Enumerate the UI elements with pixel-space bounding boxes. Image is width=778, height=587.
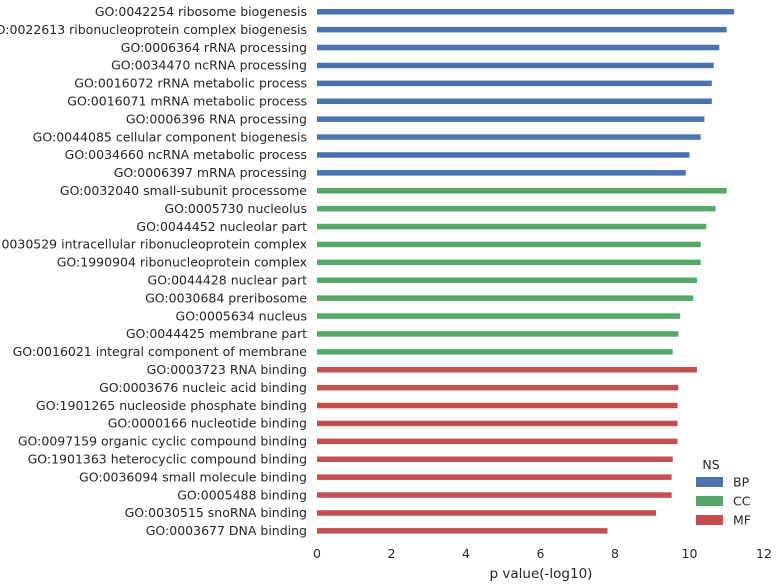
bar-27	[317, 474, 672, 480]
x-axis-label: p value(-log10)	[490, 566, 593, 582]
category-label-6: GO:0016071 mRNA metabolic process	[67, 94, 307, 109]
bar-26	[317, 456, 673, 462]
x-tick-label-2: 2	[388, 546, 396, 561]
category-label-12: GO:0005730 nucleolus	[164, 201, 307, 216]
bar-28	[317, 492, 672, 498]
category-label-10: GO:0006397 mRNA processing	[114, 165, 307, 180]
legend-label-cc: CC	[733, 494, 751, 509]
x-tick-label-4: 4	[462, 546, 470, 561]
category-label-1: GO:0042254 ribosome biogenesis	[95, 4, 307, 19]
bar-6	[317, 98, 712, 104]
category-label-3: GO:0006364 rRNA processing	[121, 40, 307, 55]
bar-9	[317, 152, 690, 158]
bar-1	[317, 9, 735, 15]
category-label-24: GO:0000166 nucleotide binding	[108, 416, 307, 431]
category-label-30: GO:0003677 DNA binding	[146, 523, 307, 538]
bar-14	[317, 241, 701, 248]
legend-swatch-mf	[696, 515, 723, 525]
bar-20	[317, 349, 673, 355]
bar-23	[317, 402, 678, 409]
category-label-20: GO:0016021 integral component of membran…	[13, 344, 308, 359]
legend-label-bp: BP	[733, 475, 750, 490]
category-label-15: GO:1990904 ribonucleoprotein complex	[57, 255, 307, 270]
category-label-11: GO:0032040 small-subunit processome	[60, 183, 307, 198]
category-label-25: GO:0097159 organic cyclic compound bindi…	[18, 434, 307, 449]
bar-15	[317, 259, 701, 266]
bar-12	[317, 205, 716, 212]
legend: NS BP CC MF	[696, 457, 751, 528]
bar-25	[317, 438, 678, 445]
category-label-8: GO:0044085 cellular component biogenesis	[33, 129, 307, 144]
bar-22	[317, 384, 679, 391]
bar-17	[317, 295, 694, 301]
category-label-26: GO:1901363 heterocyclic compound binding	[28, 452, 307, 467]
category-label-29: GO:0030515 snoRNA binding	[125, 505, 307, 520]
category-label-17: GO:0030684 preribosome	[145, 290, 307, 305]
bar-3	[317, 44, 720, 51]
bar-30	[317, 528, 608, 534]
legend-swatch-bp	[696, 477, 723, 487]
bar-2	[317, 26, 727, 33]
category-label-28: GO:0005488 binding	[177, 487, 307, 502]
bar-4	[317, 62, 714, 69]
bar-8	[317, 134, 701, 140]
category-label-27: GO:0036094 small molecule binding	[79, 469, 307, 484]
bar-18	[317, 313, 681, 319]
x-tick-label-8: 8	[611, 546, 619, 561]
category-label-5: GO:0016072 rRNA metabolic process	[74, 76, 307, 91]
bar-13	[317, 223, 707, 230]
legend-label-mf: MF	[733, 513, 751, 528]
bar-24	[317, 420, 678, 427]
bar-7	[317, 116, 705, 122]
bar-5	[317, 80, 712, 87]
category-label-21: GO:0003723 RNA binding	[147, 362, 307, 377]
category-label-13: GO:0044452 nucleolar part	[136, 219, 307, 234]
x-tick-label-0: 0	[313, 546, 321, 561]
bar-21	[317, 367, 697, 373]
bar-29	[317, 510, 656, 516]
category-label-18: GO:0005634 nucleus	[176, 308, 307, 323]
bar-11	[317, 188, 727, 194]
category-label-2: GO:0022613 ribonucleoprotein complex bio…	[0, 22, 307, 37]
bar-19	[317, 331, 679, 337]
category-label-16: GO:0044428 nuclear part	[148, 273, 308, 288]
x-tick-label-10: 10	[682, 546, 698, 561]
x-tick-label-6: 6	[537, 546, 545, 561]
category-label-23: GO:1901265 nucleoside phosphate binding	[36, 398, 307, 413]
legend-swatch-cc	[696, 496, 723, 506]
x-tick-label-12: 12	[756, 546, 772, 561]
bar-16	[317, 277, 697, 283]
category-label-22: GO:0003676 nucleic acid binding	[99, 380, 307, 395]
category-label-19: GO:0044425 membrane part	[126, 326, 307, 341]
category-label-7: GO:0006396 RNA processing	[126, 111, 307, 126]
legend-title: NS	[702, 457, 719, 472]
bars-group	[317, 9, 735, 534]
x-tick-labels-group: 0 2 4 6 8 10 12	[313, 546, 772, 561]
category-label-14: GO:0030529 intracellular ribonucleoprote…	[0, 237, 307, 252]
category-labels-group: GO:0042254 ribosome biogenesis GO:0022613…	[0, 4, 307, 538]
bar-10	[317, 170, 686, 176]
category-label-4: GO:0034470 ncRNA processing	[111, 58, 307, 73]
category-label-9: GO:0034660 ncRNA metabolic process	[65, 147, 307, 162]
